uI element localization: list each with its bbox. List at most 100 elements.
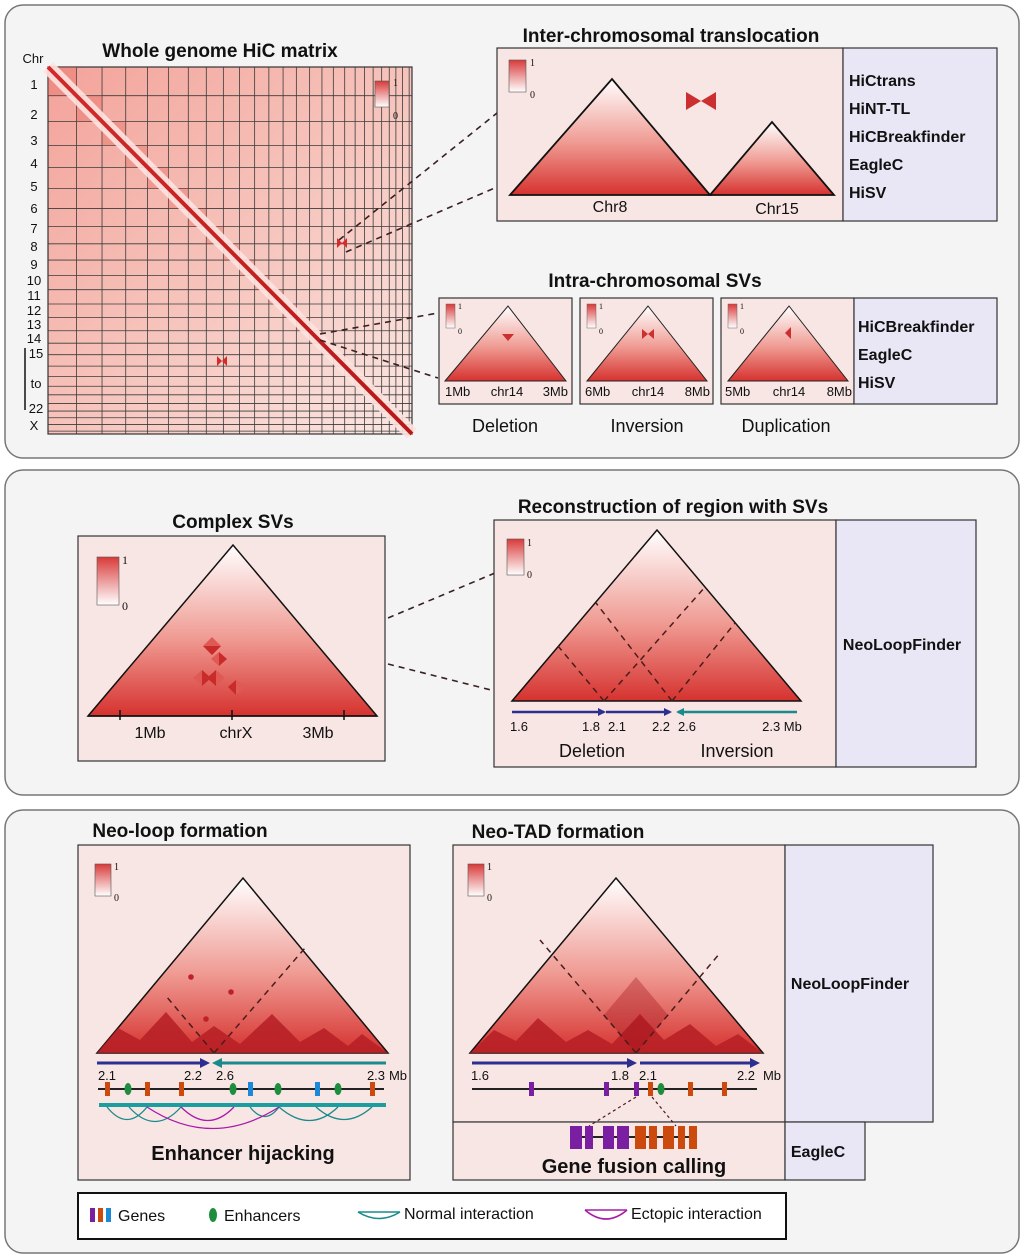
coord-right: 8Mb bbox=[685, 384, 710, 399]
gene bbox=[604, 1082, 609, 1096]
neotad-coord: 2.1 bbox=[639, 1068, 657, 1083]
neotad-title: Neo-TAD formation bbox=[472, 822, 645, 843]
neoloop-features bbox=[105, 1082, 375, 1096]
chr-label: 14 bbox=[27, 331, 41, 346]
neotad-colorbar bbox=[467, 863, 485, 897]
translocation-tools-box bbox=[842, 47, 998, 222]
tool-name: HiCBreakfinder bbox=[858, 319, 974, 336]
chromosome-labels: 1 2 3 4 5 6 7 8 9 10 11 12 13 14 15 to 2… bbox=[24, 77, 43, 433]
chr-label: 7 bbox=[30, 221, 37, 236]
normal-interaction-swatch bbox=[357, 1211, 401, 1220]
intra-caption: Inversion bbox=[610, 416, 683, 436]
tool-name: EagleC bbox=[849, 157, 904, 174]
neoloop-arcs bbox=[106, 1106, 373, 1130]
tool-name: HiNT-TL bbox=[849, 101, 911, 118]
tool-name: HiCBreakfinder bbox=[849, 129, 965, 146]
chr-label: 6 bbox=[30, 201, 37, 216]
exon bbox=[570, 1126, 582, 1149]
colorbar-max: 1 bbox=[458, 302, 462, 311]
gene bbox=[370, 1082, 375, 1096]
tool-name: HiSV bbox=[849, 185, 887, 202]
neoloop-coord: 2.2 bbox=[184, 1068, 202, 1083]
chr15-label: Chr15 bbox=[755, 201, 799, 218]
gene bbox=[145, 1082, 150, 1096]
colorbar-max: 1 bbox=[530, 58, 535, 69]
complex-sv-signals bbox=[193, 637, 245, 695]
inversion-signal bbox=[642, 329, 654, 339]
recon-coord: 2.1 bbox=[608, 719, 626, 734]
neoloop-tad-peaks bbox=[97, 1012, 388, 1053]
duplication-signal bbox=[785, 327, 791, 339]
intra-colorbar bbox=[445, 303, 456, 329]
reconstruction-colorbar bbox=[506, 538, 525, 576]
translocation-signal-lower bbox=[217, 356, 227, 366]
colorbar-max: 1 bbox=[114, 862, 119, 873]
region-boundaries bbox=[557, 586, 736, 702]
chr8-label: Chr8 bbox=[593, 199, 628, 216]
neotad-coord: Mb bbox=[763, 1068, 781, 1083]
connector-line bbox=[387, 663, 496, 692]
colorbar-min: 0 bbox=[393, 111, 398, 122]
tool-name: NeoLoopFinder bbox=[791, 976, 909, 993]
legend-box bbox=[77, 1192, 787, 1240]
arrow-head bbox=[676, 708, 684, 716]
arrow-head bbox=[664, 708, 672, 716]
chr-label: 12 bbox=[27, 303, 41, 318]
gene bbox=[529, 1082, 534, 1096]
intra-tools-box bbox=[853, 297, 998, 405]
exon bbox=[663, 1126, 674, 1149]
reconstruction-tools-box bbox=[835, 519, 977, 768]
hic-matrix: 1 0 bbox=[43, 62, 417, 439]
tool-name: EagleC bbox=[858, 347, 913, 364]
intra-caption: Deletion bbox=[472, 416, 538, 436]
colorbar-min: 0 bbox=[458, 327, 462, 336]
neotad-coord: 1.6 bbox=[471, 1068, 489, 1083]
chr-label: X bbox=[30, 418, 39, 433]
region-boundary bbox=[213, 947, 306, 1054]
colorbar-max: 1 bbox=[487, 862, 492, 873]
neotad-tad-peaks bbox=[470, 1014, 763, 1053]
recon-coord: 2.6 bbox=[678, 719, 696, 734]
intra-colorbar bbox=[586, 303, 597, 329]
matrix-title: Whole genome HiC matrix bbox=[102, 41, 338, 62]
fusion-zoom-line bbox=[651, 1096, 677, 1127]
chr-label: 10 bbox=[27, 273, 41, 288]
neo-loop-dot bbox=[228, 989, 234, 995]
chr8-triangle bbox=[508, 77, 712, 196]
chr-label: 1 bbox=[30, 77, 37, 92]
coord-left: 5Mb bbox=[725, 384, 750, 399]
arrow-head bbox=[200, 1058, 210, 1068]
coord-left: 1Mb bbox=[445, 384, 470, 399]
recon-coord: 1.6 bbox=[510, 719, 528, 734]
legend-enhancers: Enhancers bbox=[224, 1208, 301, 1225]
intra-triangle bbox=[726, 305, 850, 382]
region-boundary bbox=[165, 995, 215, 1054]
tool-name: EagleC bbox=[791, 1144, 846, 1161]
coord-right: 3Mb bbox=[543, 384, 568, 399]
complex-title: Complex SVs bbox=[172, 512, 293, 533]
chr-label: 5 bbox=[30, 179, 37, 194]
legend: Genes Enhancers Normal interaction Ectop… bbox=[90, 1206, 762, 1225]
intra-inversion-panel: 1 0 6Mb chr14 8Mb Inversion bbox=[579, 297, 714, 436]
neotad-coord: 2.2 bbox=[737, 1068, 755, 1083]
colorbar-min: 0 bbox=[530, 90, 535, 101]
neoloop-coord: Mb bbox=[389, 1068, 407, 1083]
exon bbox=[635, 1126, 646, 1149]
connector-line bbox=[345, 186, 498, 253]
gene bbox=[722, 1082, 727, 1096]
neoloop-caption: Enhancer hijacking bbox=[151, 1143, 334, 1165]
connector-line bbox=[319, 312, 439, 335]
recon-caption-deletion: Deletion bbox=[559, 741, 625, 761]
gene-swatch bbox=[90, 1208, 95, 1222]
neoloop-coord: 2.3 bbox=[367, 1068, 385, 1083]
recon-coord: 2.3 Mb bbox=[762, 719, 802, 734]
enhancer bbox=[334, 1083, 342, 1095]
chr15-triangle bbox=[708, 120, 836, 196]
colorbar-min: 0 bbox=[487, 893, 492, 904]
ectopic-interaction-swatch bbox=[584, 1209, 628, 1220]
connector-line bbox=[319, 339, 439, 379]
complex-colorbar bbox=[96, 556, 120, 606]
colorbar-min: 0 bbox=[122, 599, 128, 613]
reconstruction-title: Reconstruction of region with SVs bbox=[518, 497, 828, 518]
chr-label: 9 bbox=[30, 257, 37, 272]
